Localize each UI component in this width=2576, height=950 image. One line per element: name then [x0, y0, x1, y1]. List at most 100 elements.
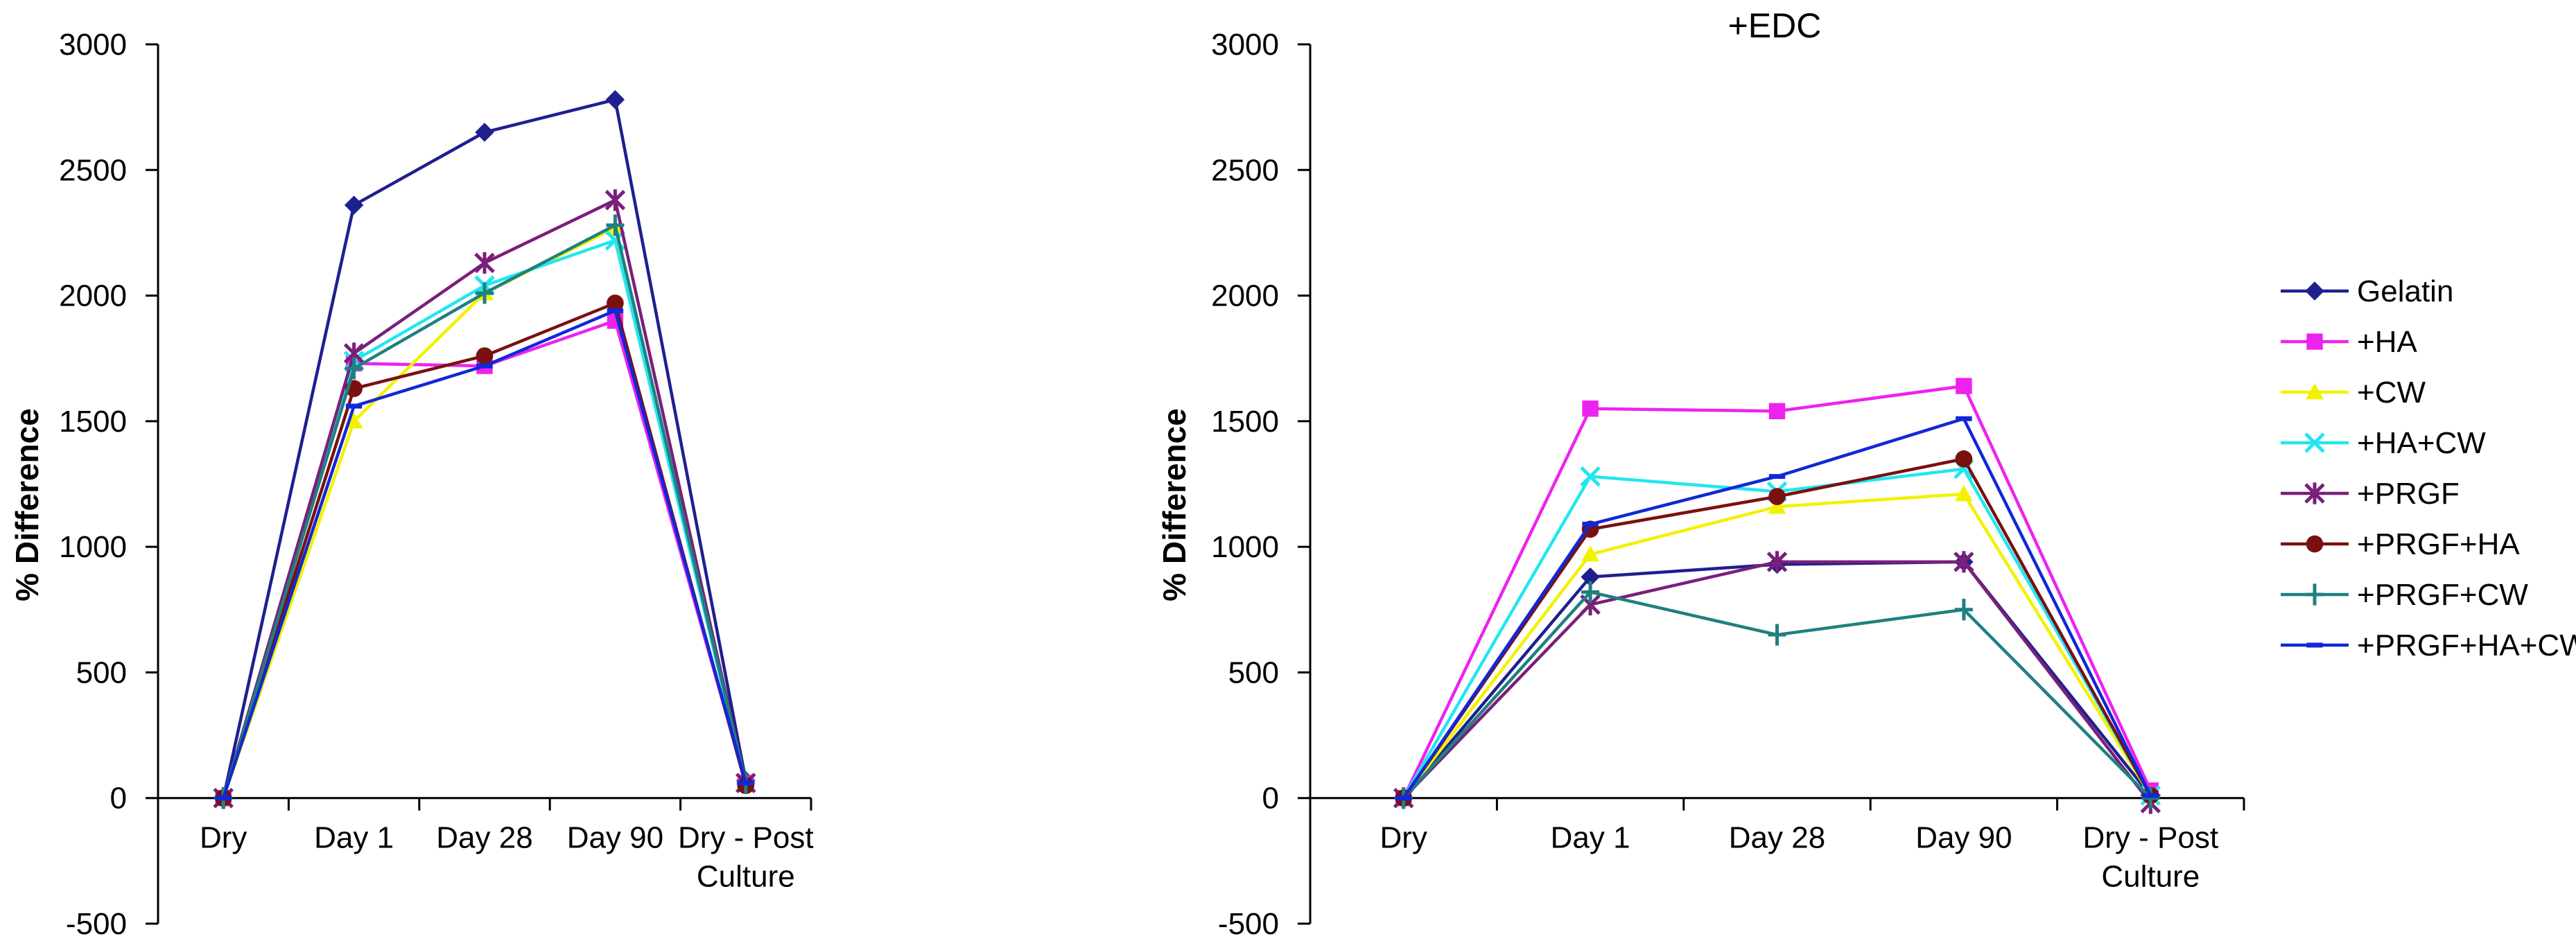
data-point [1955, 450, 1973, 468]
y-tick-label: -500 [66, 907, 127, 941]
y-tick-label: 1500 [1211, 405, 1279, 439]
x-tick-label: Dry - Post Culture [678, 821, 814, 894]
series-line [1402, 492, 2152, 800]
y-tick-label: 3000 [59, 28, 127, 62]
data-point [476, 347, 494, 364]
data-point [345, 358, 363, 380]
x-tick-label: Day 90 [567, 821, 663, 855]
data-point [606, 214, 625, 236]
data-point [604, 189, 626, 211]
data-point [1953, 551, 1974, 573]
data-point [1768, 474, 1786, 480]
y-tick-label: 2000 [1211, 279, 1279, 313]
legend-marker [2306, 535, 2324, 553]
series-plus-prgfplus-haplus-cw [215, 308, 754, 801]
data-point [2141, 787, 2160, 809]
y-tick-label: 2000 [59, 279, 127, 313]
y-tick-label: 2500 [1211, 153, 1279, 187]
y-axis-label: % Difference [9, 408, 45, 601]
legend-label: +CW [2357, 376, 2426, 410]
series-plus-cw [214, 218, 755, 806]
data-point [345, 403, 363, 409]
y-tick-label: 500 [1228, 656, 1279, 689]
y-tick-label: 0 [1262, 782, 1279, 816]
y-tick-label: 0 [110, 782, 127, 816]
legend-marker [2306, 583, 2324, 606]
legend-item: +PRGF+HA [2281, 527, 2520, 561]
chart-with-edc: +EDC -500 0 500 1000 1500 2000 2500 3000 Dry Day 1… [1156, 6, 2245, 941]
data-point [1768, 488, 1786, 505]
y-tick-label: 1500 [59, 405, 127, 439]
series-line [222, 226, 747, 799]
legend-label: +PRGF+HA [2357, 527, 2520, 561]
series-plus-prgfplus-cw [214, 214, 755, 809]
y-tick-label: 1000 [1211, 530, 1279, 564]
data-point [1582, 401, 1599, 417]
x-tick-label: Dry - Post Culture [2083, 821, 2219, 894]
series-plus-prgf [213, 189, 756, 809]
x-tick-label: Day 1 [1551, 821, 1630, 855]
legend-marker [2306, 642, 2323, 648]
x-tick-label: Dry [200, 821, 247, 855]
data-point [1768, 624, 1786, 646]
y-tick-label: 3000 [1211, 28, 1279, 62]
data-point [344, 195, 364, 215]
series-plus-ha [1395, 378, 2159, 807]
data-point [474, 252, 495, 274]
series-line [222, 223, 747, 799]
data-point [738, 780, 754, 786]
x-tick-label: Dry [1380, 821, 1427, 855]
x-tick-label: Day 1 [314, 821, 394, 855]
y-tick-label: -500 [1218, 907, 1279, 941]
data-point [1768, 403, 1786, 420]
data-point [607, 294, 624, 312]
chart-title: +EDC [1728, 6, 1822, 45]
y-tick-label: 1000 [59, 530, 127, 564]
chart-without-edc: -500 0 500 1000 1500 2000 2500 3000 Dry Day 1 Day … [9, 28, 814, 941]
series-line [1402, 590, 2152, 800]
legend-marker [2305, 281, 2324, 301]
legend-marker [2306, 333, 2323, 350]
data-point [1582, 522, 1599, 527]
legend-item: +HA+CW [2281, 426, 2486, 460]
data-point [1956, 416, 1972, 421]
data-point [475, 123, 494, 142]
legend-label: +HA [2357, 325, 2417, 359]
legend-label: +PRGF [2357, 477, 2460, 511]
legend: Gelatin+HA+CW+HA+CW+PRGF+PRGF+HA+PRGF+CW… [2281, 274, 2576, 662]
x-tick-label: Day 28 [436, 821, 532, 855]
legend-item: +HA [2281, 325, 2417, 359]
legend-marker [2304, 432, 2325, 453]
data-point [1954, 485, 1973, 502]
x-tick-label: Day 90 [1915, 821, 2012, 855]
data-point [1768, 498, 1786, 514]
legend-item: +PRGF+CW [2281, 578, 2528, 612]
legend-label: +PRGF+CW [2357, 578, 2528, 612]
legend-item: +PRGF [2281, 477, 2460, 511]
legend-item: +CW [2281, 376, 2426, 410]
series-gelatin [214, 90, 756, 808]
data-point [607, 308, 624, 313]
y-tick-label: 2500 [59, 153, 127, 187]
legend-label: +HA+CW [2357, 426, 2486, 460]
legend-item: +PRGF+HA+CW [2281, 628, 2576, 662]
data-point [1580, 466, 1601, 487]
series-line [222, 238, 747, 799]
x-tick-label: Day 28 [1729, 821, 1825, 855]
y-axis-label: % Difference [1156, 408, 1192, 601]
data-point [1581, 545, 1600, 562]
y-tick-label: 500 [76, 656, 127, 689]
legend-item: Gelatin [2281, 274, 2453, 308]
data-point [1581, 581, 1600, 604]
legend-marker [2306, 383, 2324, 400]
data-point [2142, 793, 2159, 798]
data-point [1395, 795, 1412, 801]
data-point [476, 282, 494, 304]
data-point [476, 363, 493, 369]
legend-label: +PRGF+HA+CW [2357, 628, 2576, 662]
data-point [605, 90, 625, 109]
legend-marker [2304, 482, 2325, 504]
series-plus-prgfplus-haplus-cw [1395, 416, 2159, 801]
data-point [1954, 599, 1973, 621]
